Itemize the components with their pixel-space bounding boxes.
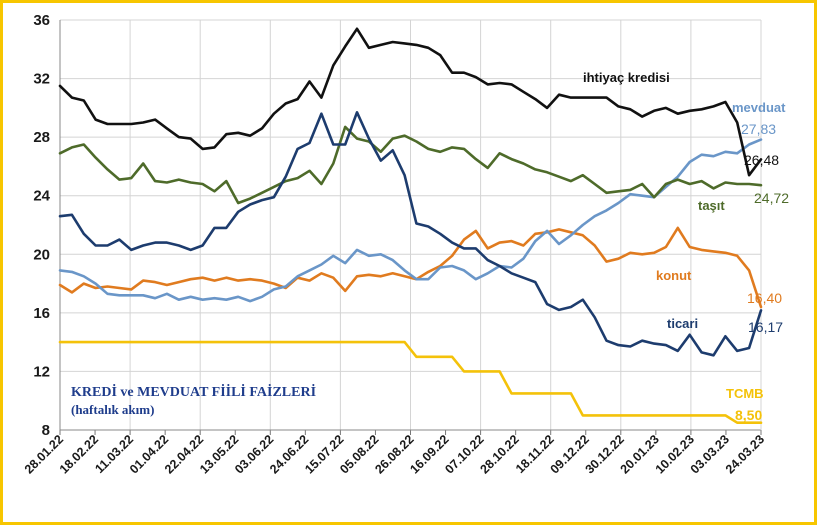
line-chart: 8 12 16 20 24 28 32 36 28.01.2218.02.2211.03.22… [22,12,789,477]
y-tick-label: 16 [33,305,50,322]
y-axis-tick-labels: 8 12 16 20 24 28 32 36 [33,12,50,439]
x-axis-tick-labels: 28.01.2218.02.2211.03.2201.04.2222.04.22… [22,432,767,476]
series-line-ihtiyac-kredisi [58,27,763,177]
y-tick-label: 36 [33,12,50,29]
y-tick-label: 8 [42,422,50,439]
label-mevduat: mevduat [732,100,786,115]
value-mevduat: 27,83 [741,121,776,137]
value-ticari: 16,17 [748,319,783,335]
chart-frame: 8 12 16 20 24 28 32 36 28.01.22 18.02.22 11.03.22… [3,3,814,522]
y-tick-label: 28 [33,129,50,146]
value-ihtiyac-kredisi: 26,48 [744,152,779,168]
label-ticari: ticari [667,316,698,331]
x-tick-label: 28.10.22 [477,432,521,476]
label-ihtiyac-kredisi: ihtiyaç kredisi [583,70,670,85]
series-line-ticari [58,111,763,357]
value-tcmb: 8,50 [735,407,762,423]
series-line-tcmb [58,340,763,425]
y-tick-label: 24 [33,188,50,205]
y-tick-label: 20 [33,246,50,263]
label-tasit: taşıt [698,198,725,213]
chart-subtitle: (haftalık akım) [71,402,154,417]
series-line-mevduat [58,138,763,303]
series-line-tasit [58,125,763,205]
y-tick-label: 32 [33,71,50,88]
series-line-konut [58,226,763,309]
label-tcmb: TCMB [726,386,764,401]
y-tick-label: 12 [33,363,50,380]
x-tick-label: 24.03.23 [723,432,767,476]
axes [59,20,762,435]
x-tick-label: 18.02.22 [57,432,101,476]
series-lines [58,27,763,425]
label-konut: konut [656,268,692,283]
series-labels: ihtiyaç kredisi mevduat taşıt konut tica… [583,70,789,423]
value-tasit: 24,72 [754,190,789,206]
chart-title: KREDİ ve MEVDUAT FİİLİ FAİZLERİ [71,383,316,400]
value-konut: 16,40 [747,290,782,306]
